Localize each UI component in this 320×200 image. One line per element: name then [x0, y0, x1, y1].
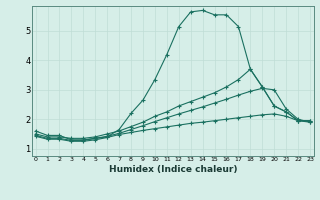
- X-axis label: Humidex (Indice chaleur): Humidex (Indice chaleur): [108, 165, 237, 174]
